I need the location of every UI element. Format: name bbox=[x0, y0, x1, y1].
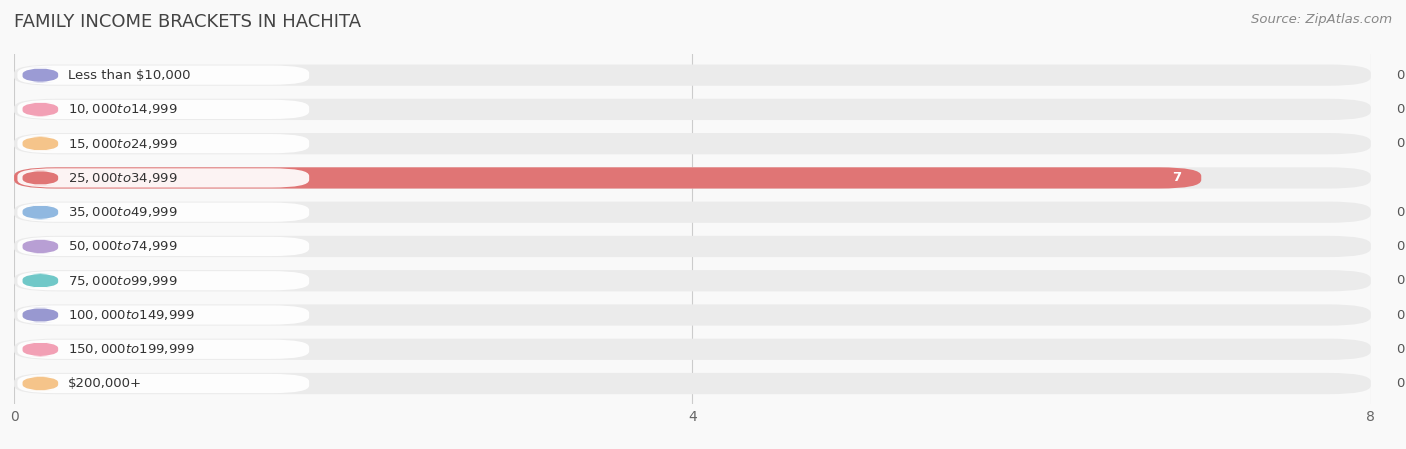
Text: Less than $10,000: Less than $10,000 bbox=[69, 69, 191, 82]
Text: 0: 0 bbox=[1396, 377, 1405, 390]
FancyBboxPatch shape bbox=[17, 202, 309, 222]
Text: 0: 0 bbox=[1396, 240, 1405, 253]
FancyBboxPatch shape bbox=[17, 168, 309, 188]
FancyBboxPatch shape bbox=[14, 202, 1371, 223]
FancyBboxPatch shape bbox=[17, 66, 309, 85]
FancyBboxPatch shape bbox=[22, 239, 58, 254]
Text: $15,000 to $24,999: $15,000 to $24,999 bbox=[69, 136, 179, 151]
FancyBboxPatch shape bbox=[14, 236, 1371, 257]
Text: FAMILY INCOME BRACKETS IN HACHITA: FAMILY INCOME BRACKETS IN HACHITA bbox=[14, 13, 361, 31]
FancyBboxPatch shape bbox=[22, 342, 58, 357]
FancyBboxPatch shape bbox=[14, 373, 1371, 394]
Text: $35,000 to $49,999: $35,000 to $49,999 bbox=[69, 205, 179, 219]
Text: Source: ZipAtlas.com: Source: ZipAtlas.com bbox=[1251, 13, 1392, 26]
Text: 0: 0 bbox=[1396, 137, 1405, 150]
FancyBboxPatch shape bbox=[22, 102, 58, 117]
Text: $100,000 to $149,999: $100,000 to $149,999 bbox=[69, 308, 195, 322]
FancyBboxPatch shape bbox=[14, 270, 1371, 291]
Text: $25,000 to $34,999: $25,000 to $34,999 bbox=[69, 171, 179, 185]
Text: 0: 0 bbox=[1396, 274, 1405, 287]
FancyBboxPatch shape bbox=[17, 340, 309, 359]
Text: 0: 0 bbox=[1396, 69, 1405, 82]
Text: $50,000 to $74,999: $50,000 to $74,999 bbox=[69, 239, 179, 254]
FancyBboxPatch shape bbox=[14, 65, 1371, 86]
Text: $10,000 to $14,999: $10,000 to $14,999 bbox=[69, 102, 179, 116]
FancyBboxPatch shape bbox=[22, 205, 58, 220]
FancyBboxPatch shape bbox=[17, 100, 309, 119]
Text: $150,000 to $199,999: $150,000 to $199,999 bbox=[69, 342, 195, 356]
FancyBboxPatch shape bbox=[17, 134, 309, 153]
FancyBboxPatch shape bbox=[14, 304, 1371, 326]
FancyBboxPatch shape bbox=[22, 171, 58, 185]
FancyBboxPatch shape bbox=[14, 99, 1371, 120]
FancyBboxPatch shape bbox=[17, 305, 309, 325]
Text: 0: 0 bbox=[1396, 206, 1405, 219]
FancyBboxPatch shape bbox=[14, 339, 1371, 360]
FancyBboxPatch shape bbox=[22, 273, 58, 288]
Text: $200,000+: $200,000+ bbox=[69, 377, 142, 390]
Text: 7: 7 bbox=[1171, 172, 1181, 185]
FancyBboxPatch shape bbox=[14, 167, 1371, 189]
Text: 0: 0 bbox=[1396, 103, 1405, 116]
FancyBboxPatch shape bbox=[22, 136, 58, 151]
Text: $75,000 to $99,999: $75,000 to $99,999 bbox=[69, 274, 179, 288]
FancyBboxPatch shape bbox=[22, 68, 58, 82]
Text: 0: 0 bbox=[1396, 343, 1405, 356]
FancyBboxPatch shape bbox=[22, 376, 58, 391]
FancyBboxPatch shape bbox=[14, 133, 1371, 154]
Text: 0: 0 bbox=[1396, 308, 1405, 321]
FancyBboxPatch shape bbox=[17, 271, 309, 291]
FancyBboxPatch shape bbox=[22, 308, 58, 322]
FancyBboxPatch shape bbox=[17, 237, 309, 256]
FancyBboxPatch shape bbox=[17, 374, 309, 393]
FancyBboxPatch shape bbox=[14, 167, 1201, 189]
